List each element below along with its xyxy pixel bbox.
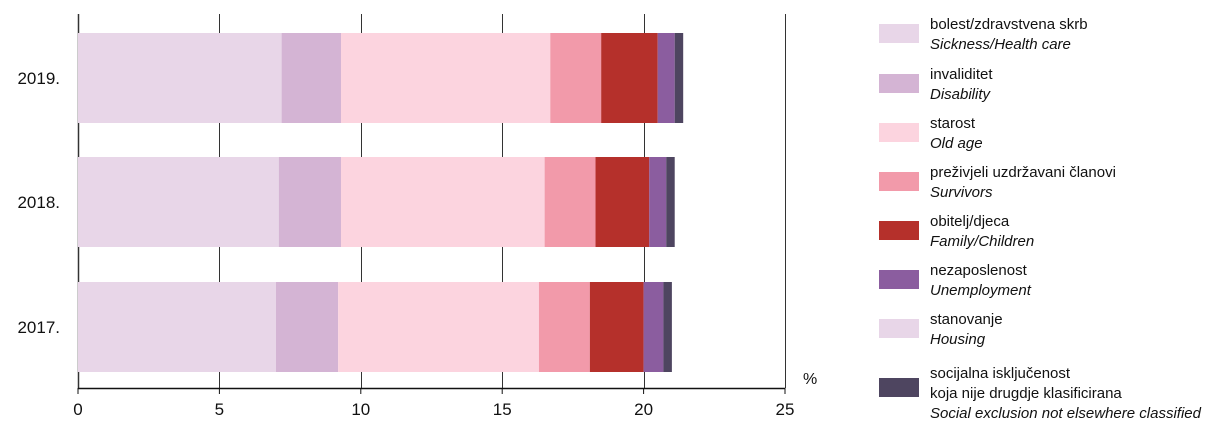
legend-swatch (879, 74, 919, 93)
category-label: 2017. (17, 318, 60, 337)
legend-label: invaliditet Disability (930, 65, 993, 105)
legend-swatch (879, 123, 919, 142)
x-tick-label: 15 (493, 400, 512, 419)
category-label: 2019. (17, 69, 60, 88)
legend-label-hr: preživjeli uzdržavani članovi (930, 164, 1116, 181)
legend-label: socijalna isključenost koja nije drugdje … (930, 364, 1201, 424)
bar-segment (589, 282, 644, 372)
bar-segment (657, 33, 675, 123)
bar-segment (341, 157, 545, 247)
legend-label: stanovanje Housing (930, 310, 1003, 350)
legend-swatch (879, 270, 919, 289)
legend-label-hr: obitelj/djeca (930, 213, 1010, 230)
x-tick-label: 25 (776, 400, 795, 419)
bar-segment (278, 157, 342, 247)
legend-swatch (879, 378, 919, 397)
bar-segment (275, 282, 339, 372)
bar-segment (538, 282, 590, 372)
legend-label-hr: koja nije drugdje klasificirana (930, 385, 1122, 402)
legend-label: preživjeli uzdržavani članovi Survivors (930, 163, 1116, 203)
bars (78, 33, 684, 372)
category-label: 2018. (17, 193, 60, 212)
bar-segment (666, 157, 675, 247)
bar-segment (550, 33, 602, 123)
legend-swatch (879, 24, 919, 43)
bar-segment (78, 282, 276, 372)
bar-segment (544, 157, 596, 247)
x-axis-unit-label: % (803, 371, 817, 388)
bar-segment (649, 157, 667, 247)
legend-label: obitelj/djeca Family/Children (930, 212, 1034, 252)
legend-swatch (879, 172, 919, 191)
bar-segment (595, 157, 650, 247)
legend-label-en: Disability (930, 86, 991, 103)
bar-segment (338, 282, 539, 372)
bar-segment (674, 33, 684, 123)
legend-label: nezaposlenost Unemployment (930, 261, 1031, 301)
legend-label-hr: socijalna isključenost (930, 365, 1071, 382)
legend-label-hr: bolest/zdravstvena skrb (930, 16, 1088, 33)
legend-label-en: Old age (930, 135, 983, 152)
legend-label-en: Unemployment (930, 282, 1031, 299)
legend-label-hr: invaliditet (930, 66, 993, 83)
legend-label-hr: stanovanje (930, 311, 1003, 328)
legend-swatch (879, 221, 919, 240)
bar-segment (281, 33, 342, 123)
legend-label-en: Social exclusion not elsewhere classifie… (930, 405, 1201, 422)
legend-label-en: Sickness/Health care (930, 36, 1071, 53)
legend-label-hr: starost (930, 115, 976, 132)
legend-label-en: Housing (930, 331, 986, 348)
legend-label-en: Survivors (930, 184, 993, 201)
bar-segment (78, 157, 279, 247)
legend-label-hr: nezaposlenost (930, 262, 1027, 279)
bar-segment (341, 33, 551, 123)
x-tick-label: 0 (73, 400, 82, 419)
bar-segment (663, 282, 672, 372)
legend-label: bolest/zdravstvena skrb Sickness/Health c… (930, 15, 1088, 55)
legend-swatch (879, 319, 919, 338)
bar-segment (643, 282, 664, 372)
x-tick-label: 10 (351, 400, 370, 419)
x-tick-label: 20 (634, 400, 653, 419)
x-axis: 0 5 10 15 20 25 (73, 387, 795, 419)
bar-segment (601, 33, 658, 123)
legend-label-en: Family/Children (930, 233, 1035, 250)
category-labels: 2019. 2018. 2017. (17, 69, 60, 337)
stacked-bar-chart: 0 5 10 15 20 25 2019. 2018. 2017. % (17, 14, 817, 419)
bar-segment (78, 33, 282, 123)
x-tick-label: 5 (215, 400, 224, 419)
legend-label: starost Old age (930, 114, 983, 154)
